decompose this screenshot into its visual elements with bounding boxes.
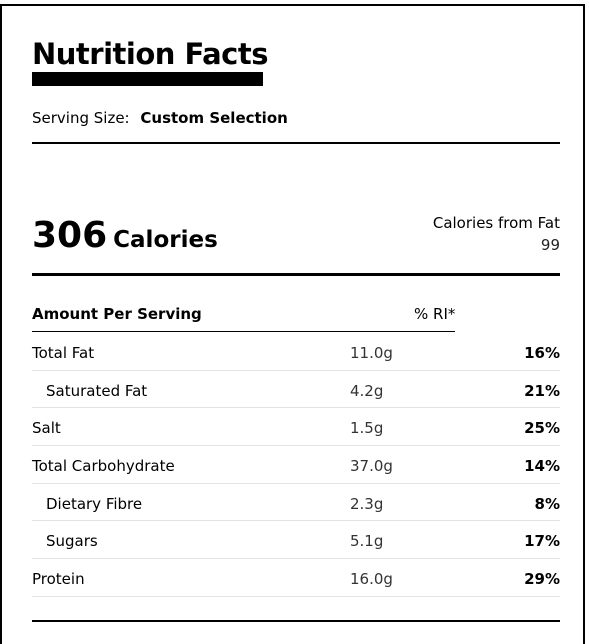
- calories-from-fat: Calories from Fat 99: [433, 212, 560, 256]
- nutrient-row: Dietary Fibre 2.3g 8%: [32, 484, 560, 522]
- serving-size-label: Serving Size:: [32, 109, 130, 127]
- divider: [32, 142, 560, 144]
- calories-value: 306: [32, 215, 108, 256]
- calories-from-fat-label: Calories from Fat: [432, 214, 560, 232]
- nutrient-row: Saturated Fat 4.2g 21%: [32, 371, 560, 409]
- nutrition-title: Nutrition Facts: [32, 37, 268, 71]
- nutrient-name: Sugars: [46, 532, 98, 551]
- header-divider: [32, 331, 455, 332]
- nutrient-name: Protein: [32, 570, 85, 589]
- nutrient-amount: 4.2g: [350, 381, 384, 400]
- nutrient-percent: 25%: [524, 419, 560, 438]
- calories-from-fat-value: 99: [540, 236, 560, 254]
- nutrient-row: Total Carbohydrate 37.0g 14%: [32, 446, 560, 484]
- nutrient-name: Saturated Fat: [46, 381, 148, 400]
- nutrient-percent: 17%: [524, 532, 560, 551]
- nutrient-percent: 16%: [524, 344, 560, 362]
- nutrient-name: Total Fat: [32, 344, 95, 362]
- nutrient-percent: 29%: [524, 570, 560, 589]
- nutrient-row: Sugars 5.1g 17%: [32, 521, 560, 560]
- nutrient-amount: 37.0g: [350, 457, 393, 476]
- nutrient-row: Protein 16.0g 29%: [32, 559, 560, 597]
- nutrient-amount: 2.3g: [350, 494, 384, 513]
- thick-divider: [32, 273, 560, 276]
- nutrient-amount: 16.0g: [350, 570, 393, 589]
- nutrient-percent: 8%: [534, 494, 560, 513]
- bottom-divider: [32, 620, 560, 622]
- nutrient-percent: 14%: [524, 457, 560, 476]
- nutrition-panel: [0, 4, 585, 644]
- serving-size-value: Custom Selection: [140, 109, 288, 127]
- nutrient-amount: 11.0g: [350, 344, 393, 362]
- nutrient-name: Dietary Fibre: [46, 494, 143, 513]
- calories-label: Calories: [113, 227, 218, 253]
- title-underline-bar: [32, 72, 263, 86]
- ri-header: % RI*: [414, 305, 456, 323]
- nutrient-name: Total Carbohydrate: [32, 457, 175, 476]
- nutrient-row: Total Fat 11.0g 16%: [32, 333, 560, 371]
- calories: 306 Calories: [32, 214, 218, 264]
- serving-size: Serving Size: Custom Selection: [32, 108, 288, 128]
- nutrient-amount: 5.1g: [350, 532, 384, 551]
- nutrient-amount: 1.5g: [350, 419, 384, 438]
- nutrient-percent: 21%: [524, 381, 560, 400]
- amount-per-serving-header: Amount Per Serving: [32, 305, 202, 323]
- nutrient-name: Salt: [32, 419, 61, 438]
- nutrient-row: Salt 1.5g 25%: [32, 408, 560, 447]
- nutrient-list: Total Fat 11.0g 16% Saturated Fat 4.2g 21% Sal…: [32, 333, 560, 597]
